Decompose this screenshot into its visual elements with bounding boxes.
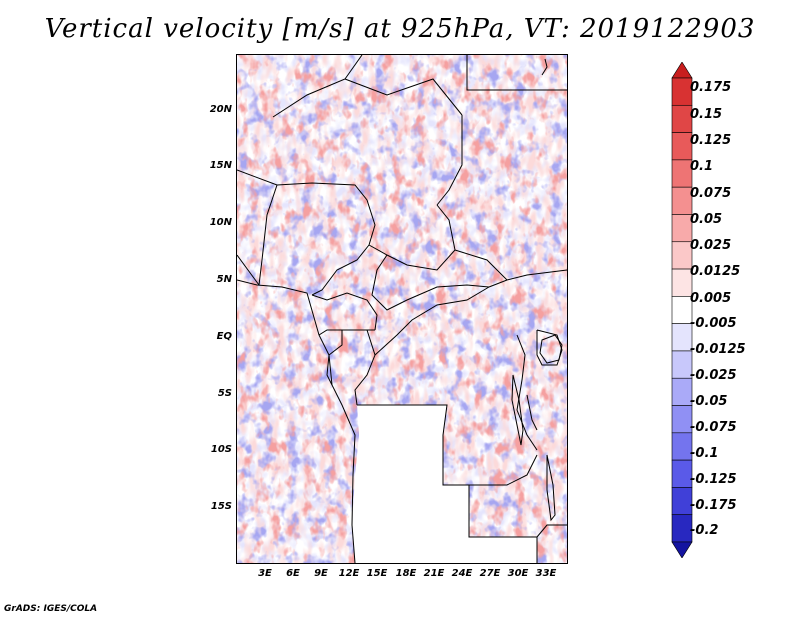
colorbar-segment bbox=[671, 214, 693, 243]
colorbar-segment bbox=[671, 487, 693, 516]
colorbar-label: -0.1 bbox=[690, 446, 719, 461]
colorbar-label: 0.125 bbox=[690, 133, 732, 148]
lon-label: 24E bbox=[451, 568, 473, 579]
lon-label: 9E bbox=[314, 568, 328, 579]
lon-label: 18E bbox=[395, 568, 417, 579]
lon-label: 3E bbox=[258, 568, 272, 579]
chart-title: Vertical velocity [m/s] at 925hPa, VT: 2… bbox=[44, 14, 756, 44]
lat-label: 5N bbox=[216, 274, 232, 285]
lat-label: 15N bbox=[209, 160, 232, 171]
colorbar-label: -0.075 bbox=[690, 420, 737, 435]
colorbar-segment bbox=[671, 159, 693, 188]
colorbar-label: -0.0125 bbox=[690, 342, 746, 357]
colorbar-segment bbox=[671, 514, 693, 543]
colorbar-segment bbox=[671, 62, 693, 79]
map-svg bbox=[237, 55, 567, 563]
colorbar-segment bbox=[671, 377, 693, 406]
lat-label: EQ bbox=[216, 331, 232, 342]
lon-label: 15E bbox=[366, 568, 388, 579]
lon-label: 33E bbox=[535, 568, 557, 579]
lat-label: 20N bbox=[209, 104, 232, 115]
lat-label: 15S bbox=[210, 501, 232, 512]
colorbar-segment bbox=[671, 405, 693, 434]
colorbar-segment bbox=[671, 350, 693, 379]
map-plot-area bbox=[236, 54, 568, 564]
lon-label: 12E bbox=[338, 568, 360, 579]
colorbar-segment bbox=[671, 432, 693, 461]
lat-label: 10N bbox=[209, 217, 232, 228]
colorbar-label: 0.1 bbox=[690, 159, 714, 174]
colorbar-label: 0.175 bbox=[690, 80, 732, 95]
colorbar-label: -0.05 bbox=[690, 394, 728, 409]
colorbar-segment bbox=[671, 296, 693, 324]
colorbar-label: 0.005 bbox=[690, 291, 732, 306]
colorbar-label: -0.2 bbox=[690, 523, 719, 538]
colorbar-label: -0.125 bbox=[690, 472, 737, 487]
colorbar-label: 0.05 bbox=[690, 212, 723, 227]
country-borders bbox=[237, 55, 567, 563]
lon-label: 27E bbox=[479, 568, 501, 579]
lat-label: 5S bbox=[217, 388, 232, 399]
footer-credit: GrADS: IGES/COLA bbox=[4, 604, 98, 614]
colorbar-segment bbox=[671, 77, 693, 106]
lon-label: 30E bbox=[507, 568, 529, 579]
lon-label: 6E bbox=[286, 568, 300, 579]
colorbar-label: 0.025 bbox=[690, 238, 732, 253]
colorbar-label: -0.175 bbox=[690, 498, 737, 513]
colorbar-label: 0.075 bbox=[690, 186, 732, 201]
colorbar-segment bbox=[671, 459, 693, 488]
colorbar-segment bbox=[671, 132, 693, 161]
lon-label: 21E bbox=[423, 568, 445, 579]
lat-label: 10S bbox=[210, 444, 232, 455]
colorbar-segment bbox=[671, 541, 693, 558]
colorbar-segment bbox=[671, 323, 693, 352]
velocity-field bbox=[237, 55, 567, 563]
colorbar-label: -0.025 bbox=[690, 368, 737, 383]
colorbar-label: 0.0125 bbox=[690, 264, 741, 279]
colorbar-label: 0.15 bbox=[690, 107, 723, 122]
colorbar-segment bbox=[671, 268, 693, 297]
colorbar-segment bbox=[671, 186, 693, 215]
colorbar-segment bbox=[671, 104, 693, 133]
colorbar-label: -0.005 bbox=[690, 316, 737, 331]
colorbar bbox=[671, 62, 693, 558]
colorbar-segment bbox=[671, 241, 693, 270]
